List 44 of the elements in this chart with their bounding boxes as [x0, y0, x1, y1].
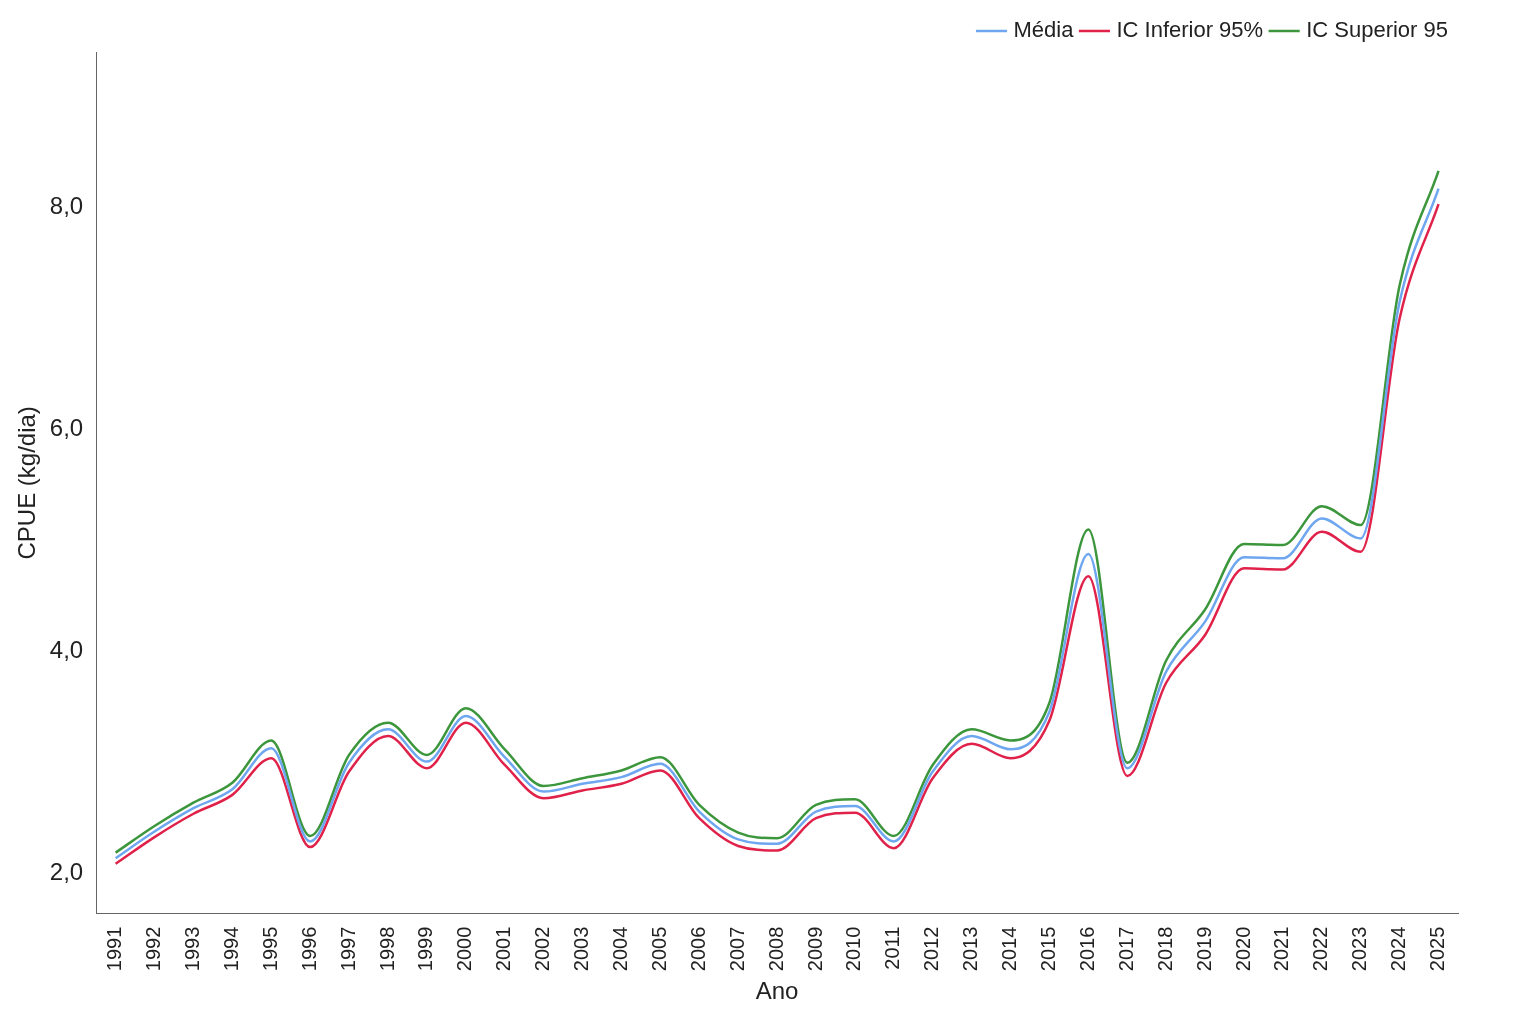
x-tick-label: 2007: [725, 926, 748, 972]
x-tick-label: 2003: [570, 926, 593, 972]
x-tick-label: 2000: [453, 926, 476, 972]
x-tick-label: 2005: [647, 926, 670, 972]
x-tick-label: 2021: [1270, 926, 1293, 972]
x-tick-label: 2006: [686, 926, 709, 972]
x-tick-label: 2012: [920, 926, 943, 972]
x-tick-label: 2023: [1348, 926, 1371, 972]
x-tick-label: 1998: [375, 926, 398, 972]
x-tick-label: 2025: [1426, 926, 1449, 972]
y-tick-label: 2,0: [49, 858, 84, 886]
legend-label: IC Superior 95: [1306, 17, 1449, 43]
x-tick-label: 1992: [142, 926, 165, 972]
x-tick-label: 2010: [842, 926, 865, 972]
y-axis-title: CPUE (kg/dia): [13, 406, 41, 560]
x-tick-label: 2017: [1114, 926, 1137, 972]
x-tick-label: 2020: [1231, 926, 1254, 972]
x-tick-label: 1995: [258, 926, 281, 972]
x-tick-label: 2001: [492, 926, 515, 972]
x-tick-label: 1999: [414, 926, 437, 972]
x-tick-label: 2022: [1309, 926, 1332, 972]
x-tick-label: 2018: [1153, 926, 1176, 972]
x-tick-label: 1997: [336, 926, 359, 972]
x-tick-label: 1994: [219, 926, 242, 972]
legend-label: Média: [1013, 17, 1075, 43]
y-tick-label: 4,0: [49, 636, 84, 664]
x-tick-label: 2002: [531, 926, 554, 972]
y-tick-label: 6,0: [49, 414, 84, 442]
x-tick-label: 2013: [959, 926, 982, 972]
x-tick-label: 1996: [297, 926, 320, 972]
x-tick-label: 2004: [608, 926, 631, 972]
x-axis-title: Ano: [755, 977, 799, 1005]
x-tick-label: 2015: [1036, 926, 1059, 972]
x-tick-label: 1991: [103, 926, 126, 972]
x-tick-label: 1993: [180, 926, 203, 972]
legend-label: IC Inferior 95%: [1116, 17, 1264, 43]
x-tick-label: 2008: [764, 926, 787, 972]
x-tick-label: 2019: [1192, 926, 1215, 972]
x-tick-label: 2024: [1387, 926, 1410, 972]
x-tick-label: 2009: [803, 926, 826, 972]
x-tick-label: 2014: [998, 926, 1021, 972]
x-tick-label: 2011: [881, 926, 904, 970]
x-tick-label: 2016: [1075, 926, 1098, 972]
y-tick-label: 8,0: [49, 192, 84, 220]
